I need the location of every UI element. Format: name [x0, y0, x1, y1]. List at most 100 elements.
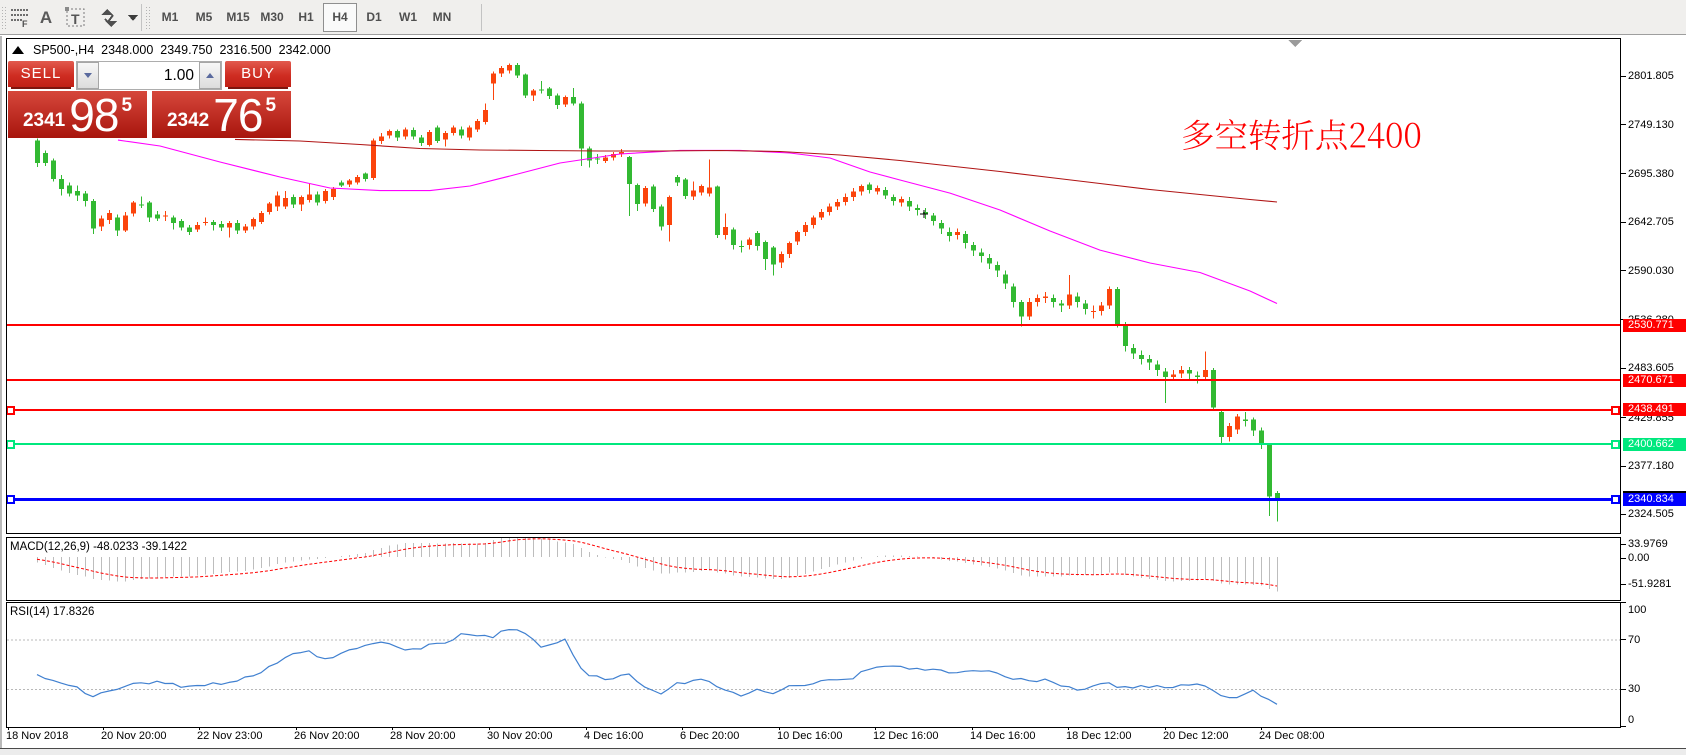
candle-body-91: [763, 242, 768, 259]
timeframe-button-w1[interactable]: W1: [399, 10, 417, 24]
hline-2470.671[interactable]: [7, 379, 1620, 381]
time-tick: [392, 727, 393, 730]
cross-marker: [920, 210, 928, 219]
sell-underline: [11, 87, 71, 89]
timeframe-button-h4[interactable]: H4: [323, 3, 357, 32]
candle-body-106: [883, 189, 888, 196]
candle-body-15: [155, 214, 160, 219]
text-box-tool-icon[interactable]: T: [64, 4, 88, 31]
volume-input[interactable]: [99, 62, 199, 89]
candle-body-57: [491, 73, 496, 84]
candle-body-70: [595, 158, 600, 160]
time-label: 28 Nov 20:00: [390, 730, 456, 742]
price-tick-dash: [1621, 513, 1626, 515]
candle-body-47: [411, 130, 416, 137]
annotation-text[interactable]: 多空转折点2400: [1181, 118, 1422, 150]
ask-price-display[interactable]: 2342 76 5: [152, 89, 291, 141]
hline-handle[interactable]: [1611, 406, 1620, 415]
candle-body-71: [603, 157, 608, 161]
candle-body-22: [211, 221, 216, 225]
price-tick-dash: [1621, 221, 1626, 223]
timeframe-button-m30[interactable]: M30: [260, 10, 284, 24]
candle-body-55: [475, 121, 480, 130]
hline-2400.662[interactable]: [7, 443, 1620, 445]
window-left-edge: [0, 36, 2, 748]
candle-body-149: [1227, 425, 1232, 437]
window-bottom-strip: [0, 749, 1686, 755]
moving-averages-layer: [117, 138, 1278, 304]
time-tick: [586, 727, 587, 730]
candle-body-11: [123, 215, 128, 231]
rsi-axis-0: 0: [1628, 714, 1635, 726]
candle-body-44: [387, 131, 392, 136]
candle-body-75: [635, 184, 640, 205]
bid-prefix: 2341: [22, 109, 66, 131]
candle-body-92: [771, 247, 776, 265]
candle-body-69: [587, 148, 592, 161]
chart-shift-marker[interactable]: [1288, 40, 1302, 47]
dots-grid-f-icon[interactable]: F: [10, 4, 32, 31]
hline-handle[interactable]: [1611, 440, 1620, 449]
candle-body-144: [1187, 369, 1192, 374]
candle-body-122: [1011, 286, 1016, 302]
candle-body-97: [811, 217, 816, 225]
time-label: 4 Dec 16:00: [584, 730, 644, 742]
hline-objects-layer: [7, 324, 1620, 504]
time-label: 30 Nov 20:00: [487, 730, 553, 742]
hline-2340.834[interactable]: [7, 498, 1620, 501]
timeframe-button-m5[interactable]: M5: [195, 10, 213, 24]
hline-2438.491[interactable]: [7, 409, 1620, 411]
hline-handle[interactable]: [7, 495, 15, 504]
candle-body-140: [1155, 364, 1160, 370]
candle-body-112: [931, 215, 936, 222]
candle-body-145: [1195, 375, 1200, 378]
price-tick-label: 2642.705: [1628, 216, 1674, 229]
ohlc-open: 2348.000: [101, 43, 154, 57]
candle-body-83: [699, 186, 704, 193]
candle-body-147: [1211, 369, 1216, 408]
timeframe-button-m15[interactable]: M15: [226, 10, 250, 24]
hline-handle[interactable]: [1611, 495, 1620, 504]
candle-body-59: [507, 65, 512, 71]
volume-increase-button[interactable]: [199, 62, 221, 89]
main-pane-border: [6, 38, 1621, 534]
timeframe-button-m1[interactable]: M1: [161, 10, 179, 24]
candle-body-148: [1219, 412, 1224, 437]
down-triangle-icon: [84, 73, 92, 78]
arrange-arrows-icon[interactable]: [98, 4, 124, 31]
timeframe-button-h1[interactable]: H1: [298, 10, 314, 24]
chart-area: [0, 36, 1686, 755]
candle-body-88: [739, 245, 744, 247]
rsi-label: RSI(14) 17.8326: [10, 606, 95, 618]
candle-body-133: [1099, 305, 1104, 312]
hline-handle[interactable]: [7, 440, 15, 449]
timeframe-button-mn[interactable]: MN: [432, 10, 452, 24]
candle-body-41: [363, 173, 368, 179]
symbol-collapse-triangle-icon[interactable]: [12, 46, 24, 54]
candle-body-21: [203, 221, 208, 223]
timeframe-toolbar-grip[interactable]: [145, 6, 150, 29]
candle-body-99: [827, 206, 832, 212]
sell-button[interactable]: SELL: [8, 61, 74, 87]
toolbar-grip[interactable]: [1, 6, 7, 29]
macd-axis-zero: 0.00: [1628, 552, 1650, 564]
hline-2530.771[interactable]: [7, 324, 1620, 326]
one-click-trade-panel: SELL BUY 2341 98 5 2342 76 5: [8, 61, 291, 141]
buy-button[interactable]: BUY: [225, 61, 291, 87]
timeframe-button-d1[interactable]: D1: [366, 10, 382, 24]
price-tick-label: 2324.505: [1628, 508, 1674, 521]
candle-body-31: [283, 198, 288, 207]
candle-body-119: [987, 257, 992, 264]
candle-body-78: [659, 206, 664, 227]
volume-decrease-button[interactable]: [77, 62, 99, 89]
candle-body-53: [459, 129, 464, 136]
price-tick-label: 2483.605: [1628, 362, 1674, 375]
candle-body-14: [147, 202, 152, 218]
dropdown-caret-icon[interactable]: [126, 4, 140, 31]
price-tick-label: 2377.180: [1628, 460, 1674, 473]
candle-body-77: [651, 186, 656, 209]
bid-price-display[interactable]: 2341 98 5: [8, 89, 147, 141]
text-label-tool-icon[interactable]: A: [39, 7, 53, 27]
candle-body-94: [787, 243, 792, 255]
hline-handle[interactable]: [7, 406, 15, 415]
